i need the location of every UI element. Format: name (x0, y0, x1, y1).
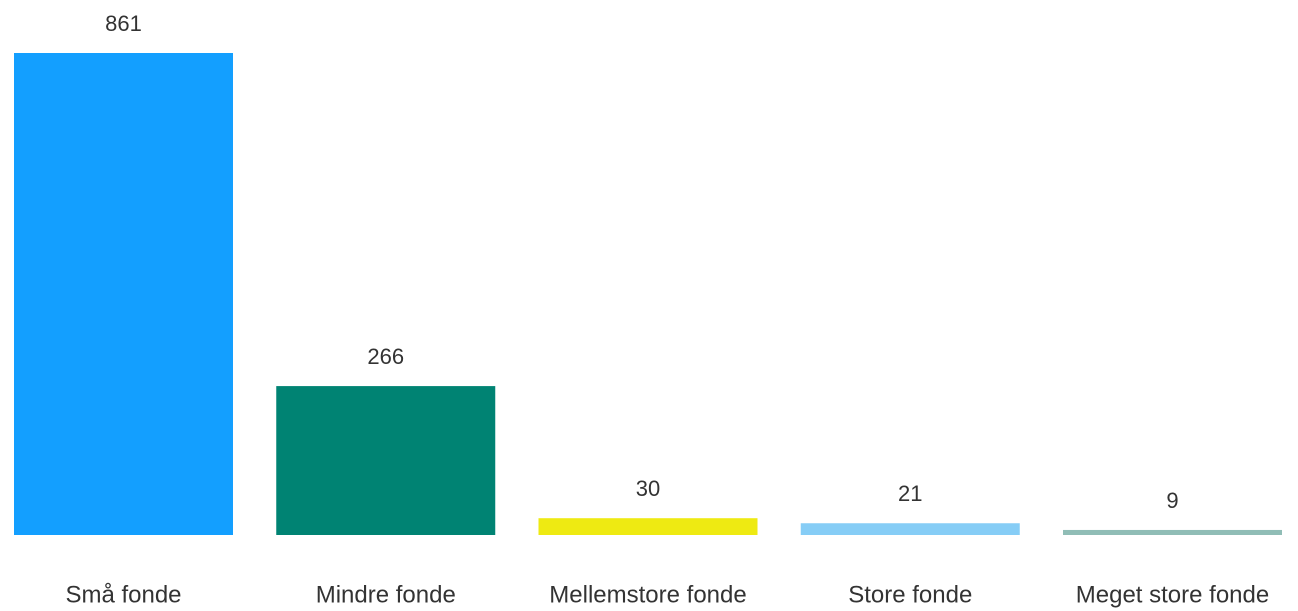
x-tick-label: Mindre fonde (316, 581, 456, 608)
bar (276, 386, 496, 535)
x-tick-label: Meget store fonde (1076, 581, 1269, 608)
x-tick-label: Store fonde (848, 581, 972, 608)
bar (538, 518, 758, 535)
bar (1063, 529, 1282, 535)
value-label: 861 (105, 11, 142, 36)
value-label: 9 (1166, 488, 1178, 513)
x-tick-label: Mellemstore fonde (549, 581, 746, 608)
bar (800, 523, 1020, 535)
x-tick-label: Små fonde (65, 581, 181, 608)
value-label: 30 (636, 476, 660, 501)
bar (14, 53, 233, 535)
value-label: 21 (898, 481, 922, 506)
value-label: 266 (367, 344, 404, 369)
